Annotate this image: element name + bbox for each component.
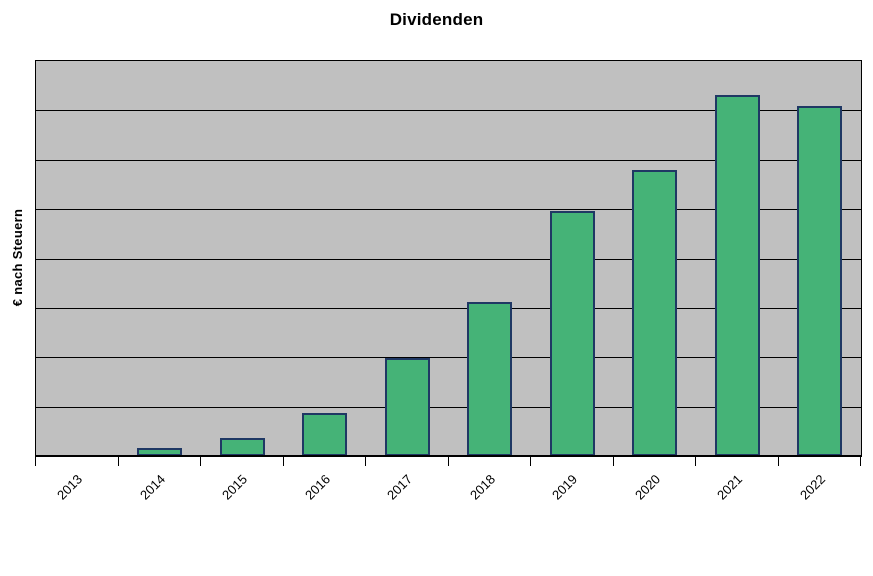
bar-2019[interactable] [550, 211, 595, 456]
bar-2016[interactable] [302, 413, 347, 456]
bar-2022[interactable] [797, 106, 842, 456]
plot-area [35, 60, 862, 457]
bar-2020[interactable] [632, 170, 677, 456]
gridline [36, 160, 861, 161]
bar-2017[interactable] [385, 358, 430, 456]
y-axis-title: € nach Steuern [8, 60, 28, 455]
x-axis-tick [200, 457, 201, 466]
x-axis-tick [365, 457, 366, 466]
gridline [36, 259, 861, 260]
x-axis-tick [118, 457, 119, 466]
x-axis-tick [283, 457, 284, 466]
x-axis-tick [35, 457, 36, 466]
chart-title: Dividenden [389, 10, 484, 29]
x-axis-tick [860, 457, 861, 466]
bar-2021[interactable] [715, 95, 760, 456]
gridline [36, 110, 861, 111]
y-axis-title-label: € nach Steuern [10, 208, 26, 307]
gridline [36, 357, 861, 358]
bar-2018[interactable] [467, 302, 512, 456]
x-axis-tick [778, 457, 779, 466]
x-axis-tick [613, 457, 614, 466]
x-axis-tick [448, 457, 449, 466]
x-axis-line [35, 455, 862, 457]
gridline [36, 407, 861, 408]
x-axis-tick [530, 457, 531, 466]
gridline [36, 308, 861, 309]
x-axis-tick [695, 457, 696, 466]
gridline [36, 209, 861, 210]
